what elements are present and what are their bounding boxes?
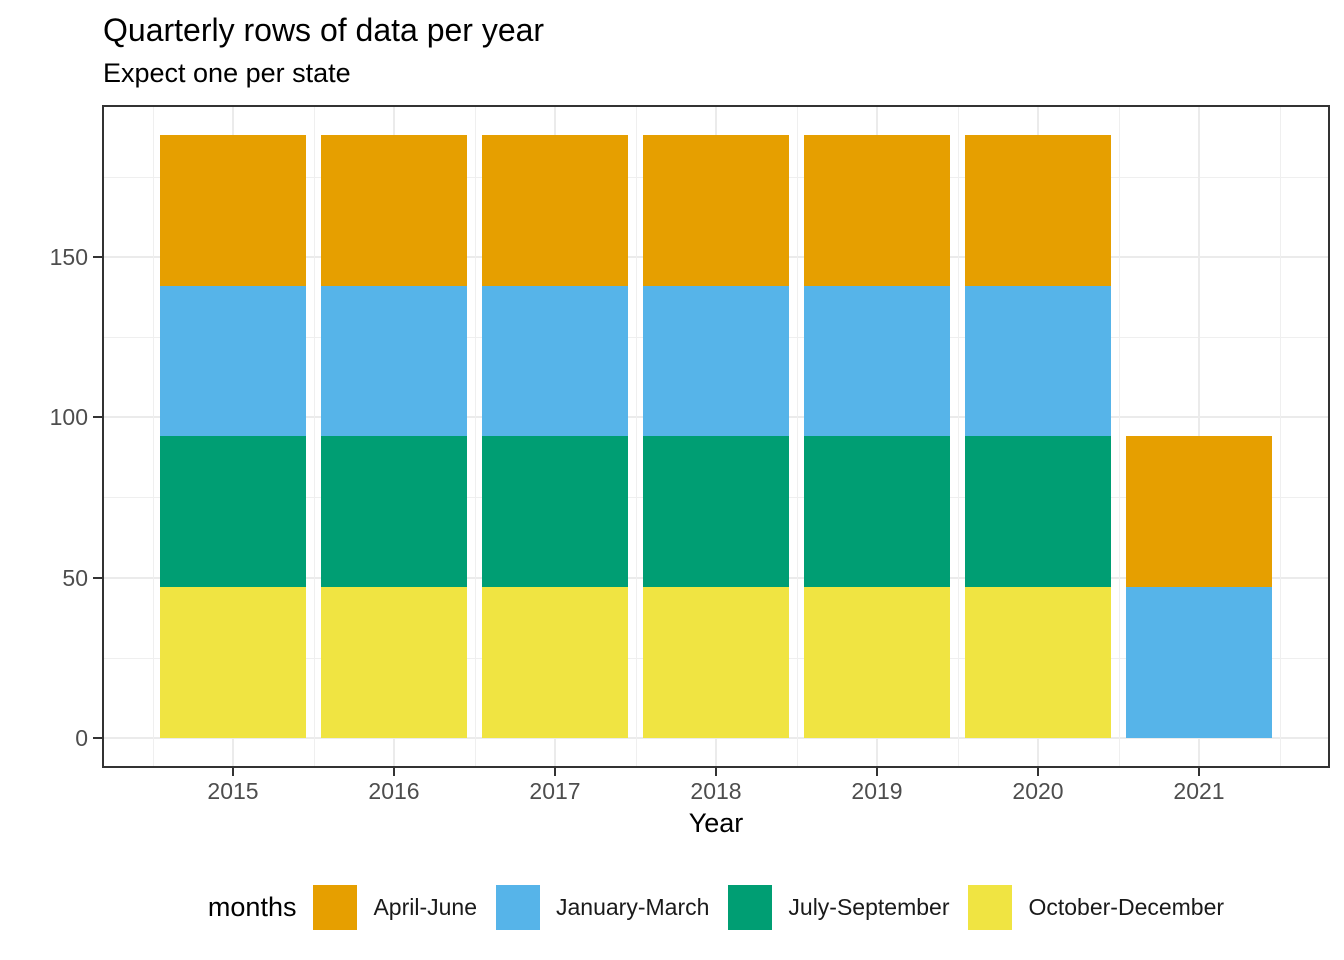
bar-segment-2015-January-March [160,286,306,436]
x-tick-label: 2015 [207,778,259,804]
legend-item-July-September: July-September [728,884,950,930]
y-tick-mark [93,577,102,579]
y-tick-mark [93,737,102,739]
gridline-x-minor [797,105,798,768]
legend-key-swatch [313,884,358,930]
legend: months April-June January-March July-Septe… [102,883,1330,931]
bar-segment-2015-July-September [160,436,306,587]
bar-segment-2019-April-June [804,135,950,286]
y-tick-mark [93,416,102,418]
gridline-x-minor [1119,105,1120,768]
bar-segment-2021-April-June [1126,436,1272,587]
bar-segment-2020-January-March [965,286,1111,436]
legend-item-October-December: October-December [968,884,1225,930]
legend-key-swatch [968,884,1013,930]
bar-segment-2019-October-December [804,587,950,738]
bar-segment-2017-July-September [482,436,628,587]
legend-key-swatch [728,884,773,930]
bar-segment-2018-October-December [643,587,789,738]
legend-items: April-June January-March July-September Oct… [313,884,1225,930]
bar-segment-2016-April-June [321,135,467,286]
bar-segment-2020-July-September [965,436,1111,587]
x-tick-mark [232,768,234,776]
x-tick-label: 2018 [690,778,742,804]
legend-label: October-December [1028,893,1225,920]
legend-title: months [207,891,297,922]
gridline-x-minor [958,105,959,768]
bar-segment-2018-July-September [643,436,789,587]
x-tick-mark [554,768,556,776]
bar-segment-2020-April-June [965,135,1111,286]
chart-title: Quarterly rows of data per year [103,12,545,48]
gridline-x-minor [314,105,315,768]
chart-subtitle: Expect one per state [103,58,351,88]
x-tick-label: 2021 [1173,778,1225,804]
bar-segment-2018-April-June [643,135,789,286]
x-tick-mark [876,768,878,776]
gridline-x-minor [153,105,154,768]
bar-segment-2016-October-December [321,587,467,738]
bar-segment-2019-July-September [804,436,950,587]
y-tick-mark [93,256,102,258]
gridline-x-minor [475,105,476,768]
legend-label: April-June [373,893,478,920]
bar-segment-2018-January-March [643,286,789,436]
y-tick-label: 100 [49,404,88,430]
bar-segment-2017-January-March [482,286,628,436]
y-tick-label: 50 [62,565,88,591]
x-tick-mark [1198,768,1200,776]
legend-item-April-June: April-June [313,884,478,930]
y-tick-label: 150 [49,244,88,270]
bar-segment-2015-April-June [160,135,306,286]
bar-segment-2017-October-December [482,587,628,738]
legend-item-January-March: January-March [496,884,710,930]
x-axis-title: Year [688,808,744,838]
bar-segment-2017-April-June [482,135,628,286]
x-tick-mark [715,768,717,776]
x-tick-label: 2016 [368,778,420,804]
bar-segment-2019-January-March [804,286,950,436]
x-tick-label: 2017 [529,778,581,804]
x-tick-label: 2020 [1012,778,1064,804]
legend-label: January-March [556,893,710,920]
bar-segment-2021-January-March [1126,587,1272,738]
plot-panel [102,105,1330,768]
legend-label: July-September [788,893,950,920]
gridline-x-minor [1280,105,1281,768]
x-tick-mark [1037,768,1039,776]
legend-key-swatch [496,884,541,930]
bar-segment-2020-October-December [965,587,1111,738]
x-tick-label: 2019 [851,778,903,804]
y-tick-label: 0 [75,725,88,751]
bar-segment-2015-October-December [160,587,306,738]
bar-segment-2016-January-March [321,286,467,436]
bar-segment-2016-July-September [321,436,467,587]
x-tick-mark [393,768,395,776]
gridline-x-minor [636,105,637,768]
